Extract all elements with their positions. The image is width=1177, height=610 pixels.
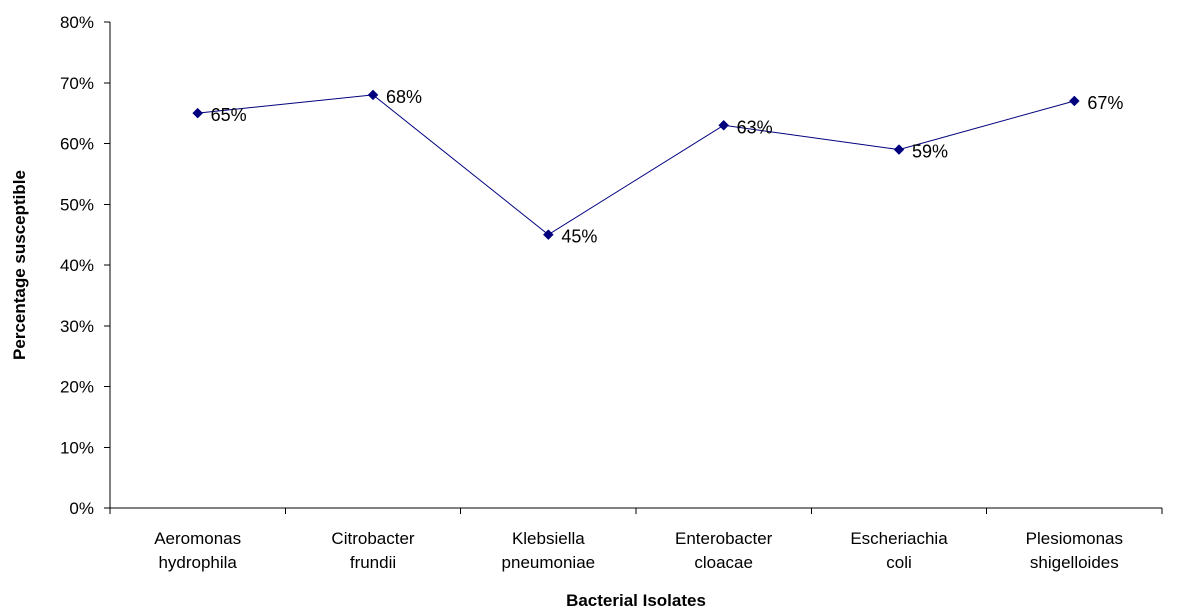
y-tick-label: 50% <box>60 195 94 214</box>
y-tick-label: 0% <box>69 499 94 518</box>
data-label: 63% <box>737 117 773 137</box>
x-tick-label: Aeromonas <box>154 529 241 548</box>
x-tick-label: pneumoniae <box>502 553 596 572</box>
series-layer <box>192 89 1080 240</box>
series-line <box>197 94 1075 236</box>
x-tick-label: hydrophila <box>158 553 237 572</box>
data-labels: 65% 68% 45% 63% 59% 67% <box>211 87 1124 247</box>
x-tick-label: shigelloides <box>1030 553 1119 572</box>
y-tick-label: 60% <box>60 135 94 154</box>
data-label: 45% <box>561 227 597 247</box>
y-tick-label: 10% <box>60 438 94 457</box>
data-point-marker <box>367 89 379 101</box>
data-label: 59% <box>912 142 948 162</box>
x-tick-label: coli <box>886 553 912 572</box>
y-tick-label: 30% <box>60 317 94 336</box>
y-tick-label: 80% <box>60 13 94 32</box>
x-tick-label: Enterobacter <box>675 529 773 548</box>
x-tick-label: Plesiomonas <box>1026 529 1123 548</box>
axes <box>109 22 1162 509</box>
x-tick-label: cloacae <box>694 553 753 572</box>
data-point-marker <box>718 119 730 131</box>
x-tick-label: Klebsiella <box>512 529 585 548</box>
data-point-marker <box>192 107 204 119</box>
data-label: 67% <box>1087 93 1123 113</box>
axis-ticks: 0% 10% 20% 30% 40% 50% 60% 70% 80% Aeromonas hydro… <box>60 13 1163 572</box>
data-point-marker <box>893 144 905 155</box>
data-label: 68% <box>386 87 422 107</box>
data-point-marker <box>542 229 554 240</box>
y-axis-title: Percentage susceptible <box>10 170 29 360</box>
y-tick-label: 40% <box>60 256 94 275</box>
data-label: 65% <box>211 105 247 125</box>
y-tick-label: 70% <box>60 74 94 93</box>
x-tick-label: frundii <box>350 553 396 572</box>
y-tick-label: 20% <box>60 378 94 397</box>
x-axis-title: Bacterial Isolates <box>566 591 706 610</box>
x-tick-label: Citrobacter <box>331 529 414 548</box>
x-tick-label: Escheriachia <box>850 529 948 548</box>
data-point-marker <box>1068 95 1080 107</box>
